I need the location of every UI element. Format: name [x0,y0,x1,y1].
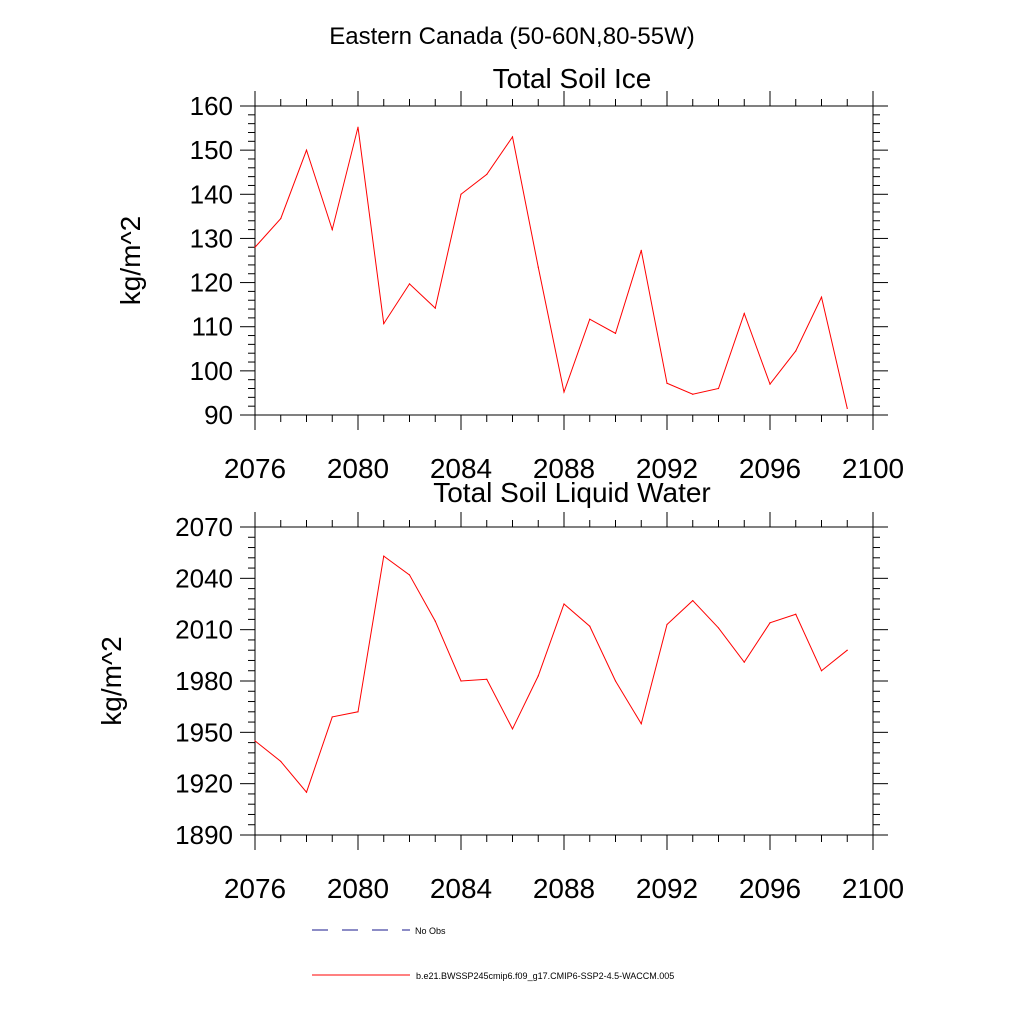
data-point [408,574,411,576]
figure-title: Eastern Canada (50-60N,80-55W) [329,23,695,50]
x-tick-label: 2096 [739,453,801,484]
plot-frame [254,526,874,836]
data-point [383,555,385,557]
data-point [280,760,282,763]
y-axis-label: kg/m^2 [115,216,146,305]
y-tick-label: 160 [190,91,233,121]
data-point [820,296,823,298]
y-tick-label: 130 [190,223,233,253]
data-point [614,680,617,682]
data-point [434,307,436,309]
data-point [537,675,539,677]
panel-total-soil-ice: Total Soil Ice 90 100 110 120 130 140 150 160 207… [115,63,904,484]
data-point [357,126,359,128]
data-point [846,407,848,409]
y-tick-label: 1920 [175,769,233,799]
data-point [511,136,514,138]
data-point [408,283,411,285]
series-line-model [254,127,848,409]
data-point [846,649,848,651]
plot-frame [254,105,874,416]
data-point [563,603,565,605]
y-tick-label: 90 [204,400,233,430]
data-point [692,599,694,602]
y-tick-label: 2010 [175,615,233,645]
y-tick-label: 110 [192,312,233,342]
x-tick-label: 2092 [636,873,698,904]
x-tick-label: 2100 [842,453,904,484]
data-point [331,716,333,718]
y-axis-label: kg/m^2 [96,636,127,725]
data-point [254,246,256,248]
x-tick-label: 2088 [533,873,595,904]
data-point [743,312,745,315]
x-tick-label: 2088 [533,453,595,484]
panel-total-soil-liquid-water: Total Soil Liquid Water 1890 1920 1950 1980 2… [96,477,904,904]
data-point [666,382,668,384]
data-point [820,670,823,672]
x-tick-label: 2092 [636,453,698,484]
y-tick-label: 120 [190,268,233,298]
data-point [254,740,256,742]
y-tick-label: 1980 [175,666,233,696]
data-point [717,387,720,390]
data-point [743,661,745,663]
data-point [769,383,771,385]
chart-title: Total Soil Liquid Water [433,477,711,508]
y-tick-label: 2040 [175,563,233,593]
data-point [305,149,308,151]
data-point [640,723,642,725]
data-point [305,791,308,793]
data-point [486,678,488,680]
data-point [383,323,385,325]
data-point [460,193,462,195]
series-line-model [254,555,848,794]
data-point [460,680,462,682]
data-point [486,173,488,176]
x-tick-label: 2084 [430,873,492,904]
data-point [795,613,797,615]
y-tick-label: 150 [190,135,233,165]
data-point [511,728,514,730]
x-tick-label: 2080 [327,873,389,904]
x-tick-label: 2096 [739,873,801,904]
y-tick-label: 2070 [175,512,233,542]
data-point [795,350,797,352]
x-tick-label: 2100 [842,873,904,904]
data-point [589,625,591,627]
data-point [331,229,333,231]
y-tick-label: 140 [190,179,233,209]
data-point [666,623,668,626]
legend: No Obs b.e21.BWSSP245cmip6.f09_g17.CMIP6… [312,926,674,981]
data-point [717,627,720,629]
data-point [537,266,539,268]
y-tick-label: 1950 [175,717,233,747]
data-point [692,393,694,395]
x-tick-label: 2076 [224,873,286,904]
y-tick-label: 100 [190,356,233,386]
data-point [640,249,642,251]
x-tick-label: 2076 [224,453,286,484]
x-tick-label: 2080 [327,453,389,484]
y-tick-label: 1890 [175,820,233,850]
data-point [614,332,617,334]
legend-label-model: b.e21.BWSSP245cmip6.f09_g17.CMIP6-SSP2-4… [416,971,674,981]
chart-title: Total Soil Ice [493,63,652,94]
data-point [357,711,359,713]
data-point [589,318,591,320]
data-point [563,391,565,393]
data-point [280,217,282,220]
data-point [769,622,771,624]
data-point [434,620,436,622]
legend-label-no-obs: No Obs [415,926,446,936]
x-tick-label: 2084 [430,453,492,484]
